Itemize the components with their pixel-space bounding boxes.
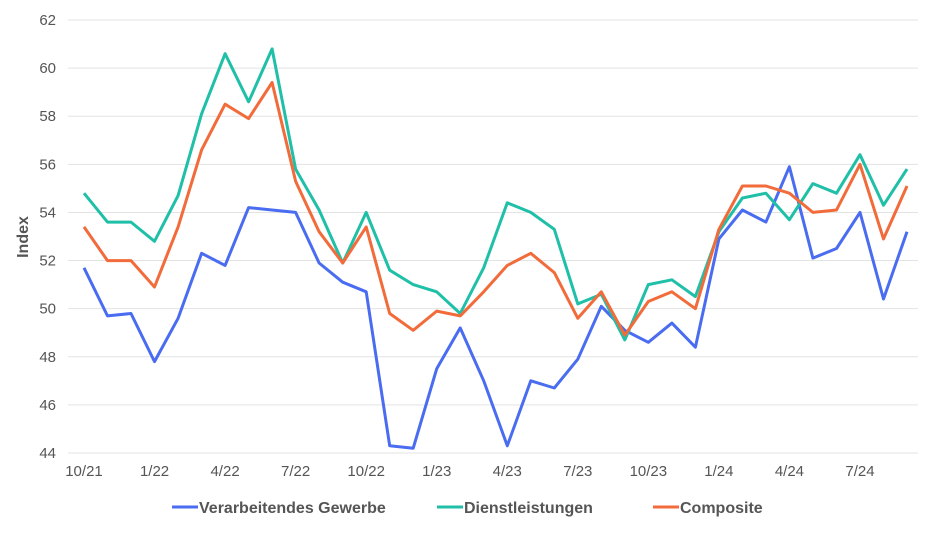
y-tick-label: 62 [39,12,56,29]
x-tick-label: 1/22 [140,463,169,480]
gridlines [68,20,918,453]
y-tick-label: 54 [39,204,56,221]
legend-label: Verarbeitendes Gewerbe [199,500,386,517]
series-lines [84,49,907,449]
x-tick-label: 4/23 [493,463,522,480]
x-tick-label: 10/23 [630,463,668,480]
x-tick-label: 7/22 [281,463,310,480]
y-tick-label: 50 [39,301,56,318]
x-tick-label: 4/22 [210,463,239,480]
legend: Verarbeitendes Gewerbe Dienstleistungen Co… [172,500,763,517]
x-tick-label: 1/23 [422,463,451,480]
x-tick-label: 10/22 [347,463,385,480]
x-tick-label: 4/24 [775,463,804,480]
y-tick-label: 56 [39,156,56,173]
series-line-dienstleistungen [84,49,907,340]
y-axis-ticks: 44 46 48 50 52 54 56 58 60 62 [39,12,56,462]
x-tick-label: 7/23 [563,463,592,480]
y-tick-label: 52 [39,253,56,270]
y-tick-label: 46 [39,397,56,414]
y-tick-label: 48 [39,349,56,366]
x-tick-label: 10/21 [65,463,103,480]
series-line-verarbeitendes-gewerbe [84,167,907,449]
legend-label: Dienstleistungen [464,500,593,517]
x-axis-ticks: 10/21 1/22 4/22 7/22 10/22 1/23 4/23 7/23 10/23 1… [65,463,874,480]
y-tick-label: 60 [39,60,56,77]
y-tick-label: 44 [39,445,56,462]
legend-label: Composite [680,500,763,517]
x-tick-label: 7/24 [845,463,874,480]
y-tick-label: 58 [39,108,56,125]
y-axis-title: Index [15,216,32,258]
series-line-composite [84,83,907,336]
x-tick-label: 1/24 [704,463,733,480]
